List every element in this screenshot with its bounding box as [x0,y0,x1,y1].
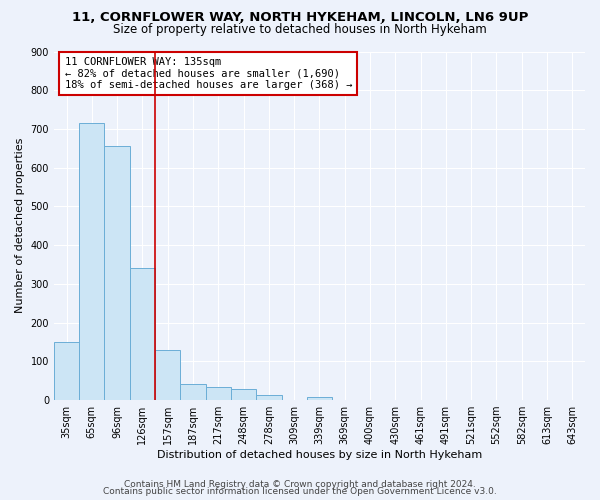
Text: Size of property relative to detached houses in North Hykeham: Size of property relative to detached ho… [113,22,487,36]
Bar [130,268,155,400]
Bar [79,123,104,400]
Bar [231,389,256,400]
Y-axis label: Number of detached properties: Number of detached properties [15,138,25,314]
Bar [54,342,79,400]
Bar [104,146,130,400]
Text: 11, CORNFLOWER WAY, NORTH HYKEHAM, LINCOLN, LN6 9UP: 11, CORNFLOWER WAY, NORTH HYKEHAM, LINCO… [72,11,528,24]
Bar [256,395,281,400]
Text: Contains public sector information licensed under the Open Government Licence v3: Contains public sector information licen… [103,487,497,496]
Bar [307,397,332,400]
Text: Contains HM Land Registry data © Crown copyright and database right 2024.: Contains HM Land Registry data © Crown c… [124,480,476,489]
Bar [181,384,206,400]
Bar [155,350,181,400]
Text: 11 CORNFLOWER WAY: 135sqm
← 82% of detached houses are smaller (1,690)
18% of se: 11 CORNFLOWER WAY: 135sqm ← 82% of detac… [65,56,352,90]
X-axis label: Distribution of detached houses by size in North Hykeham: Distribution of detached houses by size … [157,450,482,460]
Bar [206,386,231,400]
